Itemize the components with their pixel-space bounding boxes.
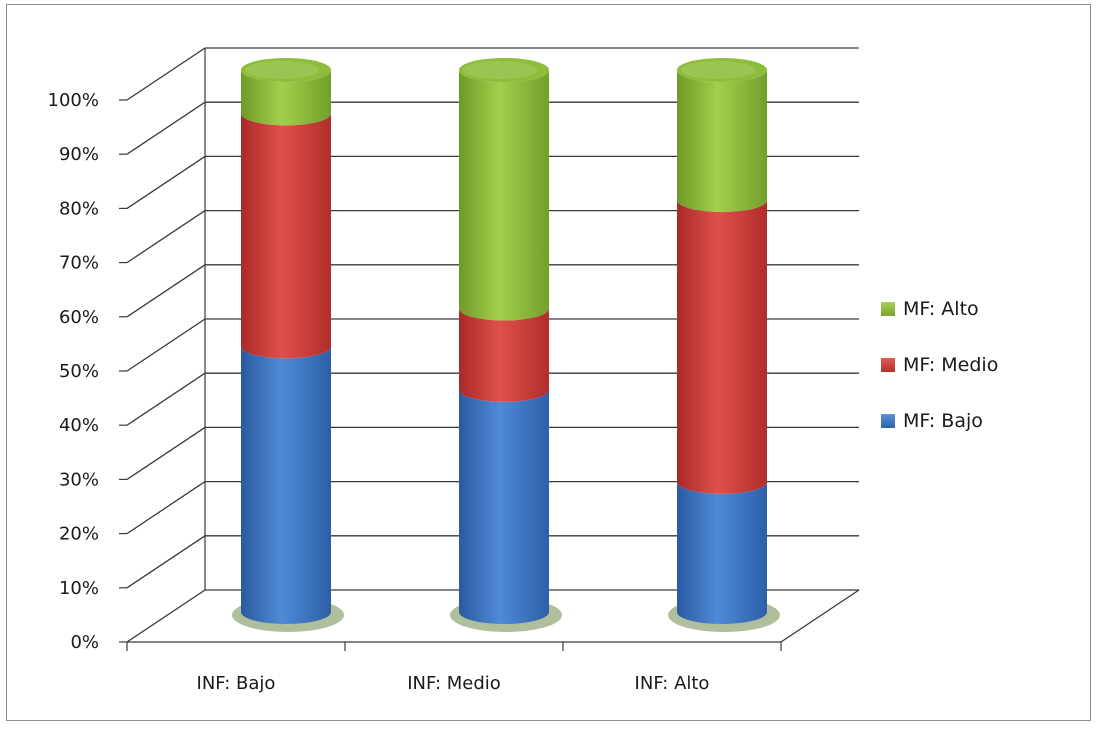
legend-swatch	[881, 414, 895, 428]
legend: MF: Alto MF: Medio MF: Bajo	[881, 298, 998, 432]
y-tick-label: 90%	[59, 144, 99, 165]
gridline-diagonal	[126, 589, 206, 643]
cylinder-top-inf-medio	[459, 58, 549, 82]
legend-label: MF: Medio	[903, 354, 998, 376]
bar-inf-alto	[668, 58, 780, 632]
bar-inf-bajo	[232, 58, 344, 632]
gridline-diagonal	[126, 426, 206, 480]
y-tick-label: 100%	[48, 90, 99, 111]
y-tick-label: 50%	[59, 361, 99, 382]
segment-mf-alto-inf-bajo	[241, 70, 331, 126]
x-tick-label: INF: Bajo	[197, 673, 276, 694]
legend-item-mf-medio: MF: Medio	[881, 354, 998, 376]
segment-mf-medio-inf-alto	[677, 200, 767, 494]
axis-layer: 0% 10% 20% 30% 40% 50% 60% 70% 80% 90% 100% INF: Ba…	[48, 48, 860, 694]
legend-swatch	[881, 302, 895, 316]
x-tick-label: INF: Alto	[635, 673, 710, 694]
gridline-diagonal	[126, 481, 206, 535]
segment-mf-bajo-inf-bajo	[241, 346, 331, 624]
gridline-diagonal	[126, 47, 206, 101]
bars-layer	[232, 58, 780, 632]
floor-edge	[780, 589, 860, 643]
gridline-diagonal	[126, 264, 206, 318]
y-tick-label: 40%	[59, 415, 99, 436]
gridline-diagonal	[126, 210, 206, 264]
segment-mf-bajo-inf-medio	[459, 389, 549, 624]
legend-label: MF: Bajo	[903, 410, 983, 432]
segment-mf-alto-inf-alto	[677, 70, 767, 213]
bar-inf-medio	[450, 58, 562, 632]
y-tick-label: 30%	[59, 469, 99, 490]
segment-mf-bajo-inf-alto	[677, 481, 767, 624]
gridline-diagonal	[126, 318, 206, 372]
gridline-diagonal	[126, 535, 206, 589]
chart-frame: 0% 10% 20% 30% 40% 50% 60% 70% 80% 90% 100% INF: Ba…	[6, 4, 1091, 721]
legend-item-mf-alto: MF: Alto	[881, 298, 979, 320]
cylinder-top-highlight	[681, 61, 755, 79]
y-tick-label: 80%	[59, 198, 99, 219]
legend-item-mf-bajo: MF: Bajo	[881, 410, 983, 432]
x-tick-label: INF: Medio	[407, 673, 501, 694]
cylinder-top-highlight	[245, 61, 319, 79]
segment-mf-medio-inf-medio	[459, 308, 549, 402]
y-tick-label: 20%	[59, 524, 99, 545]
y-tick-label: 0%	[70, 632, 99, 653]
gridline-diagonal	[126, 101, 206, 155]
segment-mf-medio-inf-bajo	[241, 113, 331, 359]
stacked-cylinder-chart: 0% 10% 20% 30% 40% 50% 60% 70% 80% 90% 100% INF: Ba…	[48, 47, 998, 694]
cylinder-top-highlight	[463, 61, 537, 79]
legend-label: MF: Alto	[903, 298, 979, 320]
y-tick-label: 60%	[59, 307, 99, 328]
y-tick-label: 70%	[59, 253, 99, 274]
legend-swatch	[881, 358, 895, 372]
gridline-diagonal	[126, 155, 206, 209]
segment-mf-alto-inf-medio	[459, 70, 549, 321]
gridline-diagonal	[126, 372, 206, 426]
y-tick-label: 10%	[59, 578, 99, 599]
cylinder-top-inf-bajo	[241, 58, 331, 82]
cylinder-top-inf-alto	[677, 58, 767, 82]
